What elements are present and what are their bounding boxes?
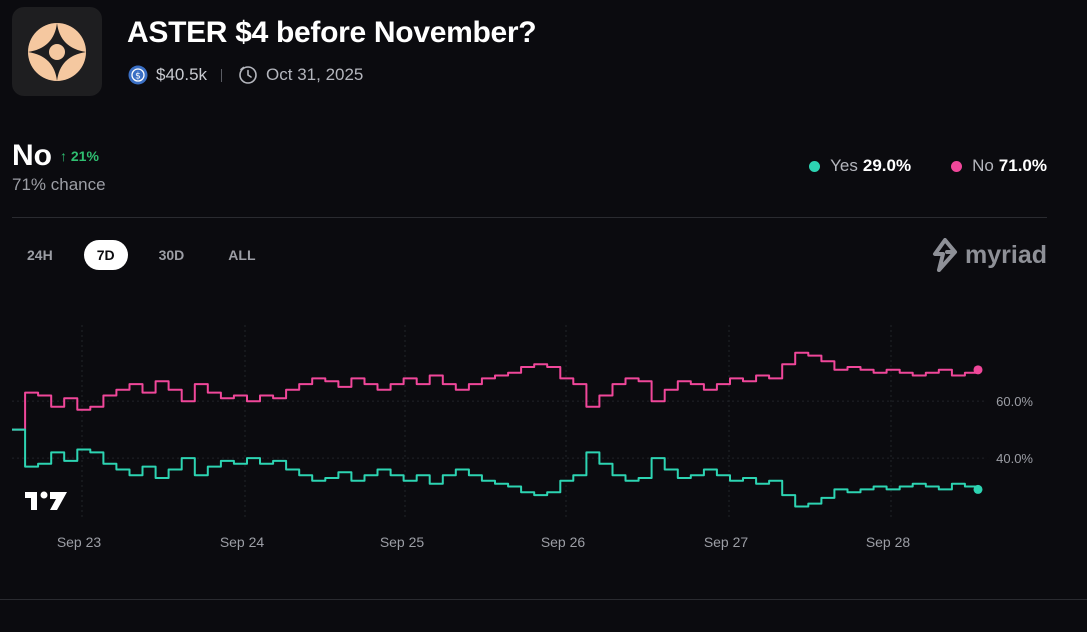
- svg-text:$: $: [135, 72, 141, 82]
- outcome-name: No: [12, 139, 52, 172]
- header-divider: [12, 217, 1047, 218]
- y-tick-label: 40.0%: [996, 451, 1033, 466]
- myriad-brand: myriad: [931, 238, 1047, 272]
- series-endpoint-no: [973, 365, 983, 375]
- timeframe-tabs: 24H 7D 30D ALL: [14, 240, 287, 270]
- legend-value-no: 71.0%: [998, 156, 1047, 175]
- outcome-chance: 71% chance: [12, 175, 106, 194]
- clock-icon: [239, 66, 257, 84]
- myriad-bolt-icon: [933, 238, 958, 272]
- market-title: ASTER $4 before November?: [127, 16, 537, 49]
- chart-legend: Yes 29.0% No 71.0%: [769, 156, 1047, 176]
- outcome-change: ↑ 21%: [60, 148, 99, 164]
- legend-label-yes: Yes: [830, 156, 858, 175]
- outcome-change-value: 21%: [70, 148, 99, 164]
- market-meta: $ $40.5k Oct 31, 2025: [128, 64, 363, 86]
- usdc-coin-icon: $: [128, 65, 148, 85]
- market-logo: [12, 7, 102, 96]
- meta-separator: [221, 68, 223, 82]
- x-tick-label: Sep 24: [220, 534, 265, 550]
- aster-star-icon: [28, 22, 86, 81]
- price-chart: Sep 23 Sep 24 Sep 25 Sep 26 Sep 27 Sep 28 60.0…: [12, 325, 1033, 550]
- x-tick-label: Sep 28: [866, 534, 911, 550]
- market-volume: $40.5k: [156, 65, 208, 84]
- legend-value-yes: 29.0%: [862, 156, 912, 175]
- x-tick-label: Sep 27: [704, 534, 749, 550]
- x-tick-label: Sep 26: [541, 534, 586, 550]
- tab-30d[interactable]: 30D: [158, 247, 185, 263]
- legend-label-no: No: [972, 156, 994, 175]
- market-end-date: Oct 31, 2025: [266, 65, 364, 84]
- x-tick-label: Sep 25: [380, 534, 425, 550]
- series-line-no: [12, 351, 979, 431]
- footer-divider: [0, 599, 1087, 600]
- brand-name: myriad: [965, 240, 1047, 269]
- selected-outcome: No ↑ 21%: [12, 139, 99, 173]
- series-endpoint-yes: [973, 484, 983, 494]
- series-line-yes: [12, 428, 979, 508]
- legend-dot-no: [951, 160, 963, 172]
- tab-all[interactable]: ALL: [228, 247, 256, 263]
- legend-item-yes: Yes 29.0%: [809, 156, 911, 176]
- tradingview-icon: [24, 490, 68, 517]
- arrow-up-icon: ↑: [60, 148, 67, 164]
- tab-24h[interactable]: 24H: [27, 247, 53, 263]
- x-tick-label: Sep 23: [57, 534, 102, 550]
- tab-7d[interactable]: 7D: [83, 240, 128, 270]
- legend-dot-yes: [809, 160, 821, 172]
- y-tick-label: 60.0%: [996, 394, 1033, 409]
- legend-item-no: No 71.0%: [951, 156, 1047, 176]
